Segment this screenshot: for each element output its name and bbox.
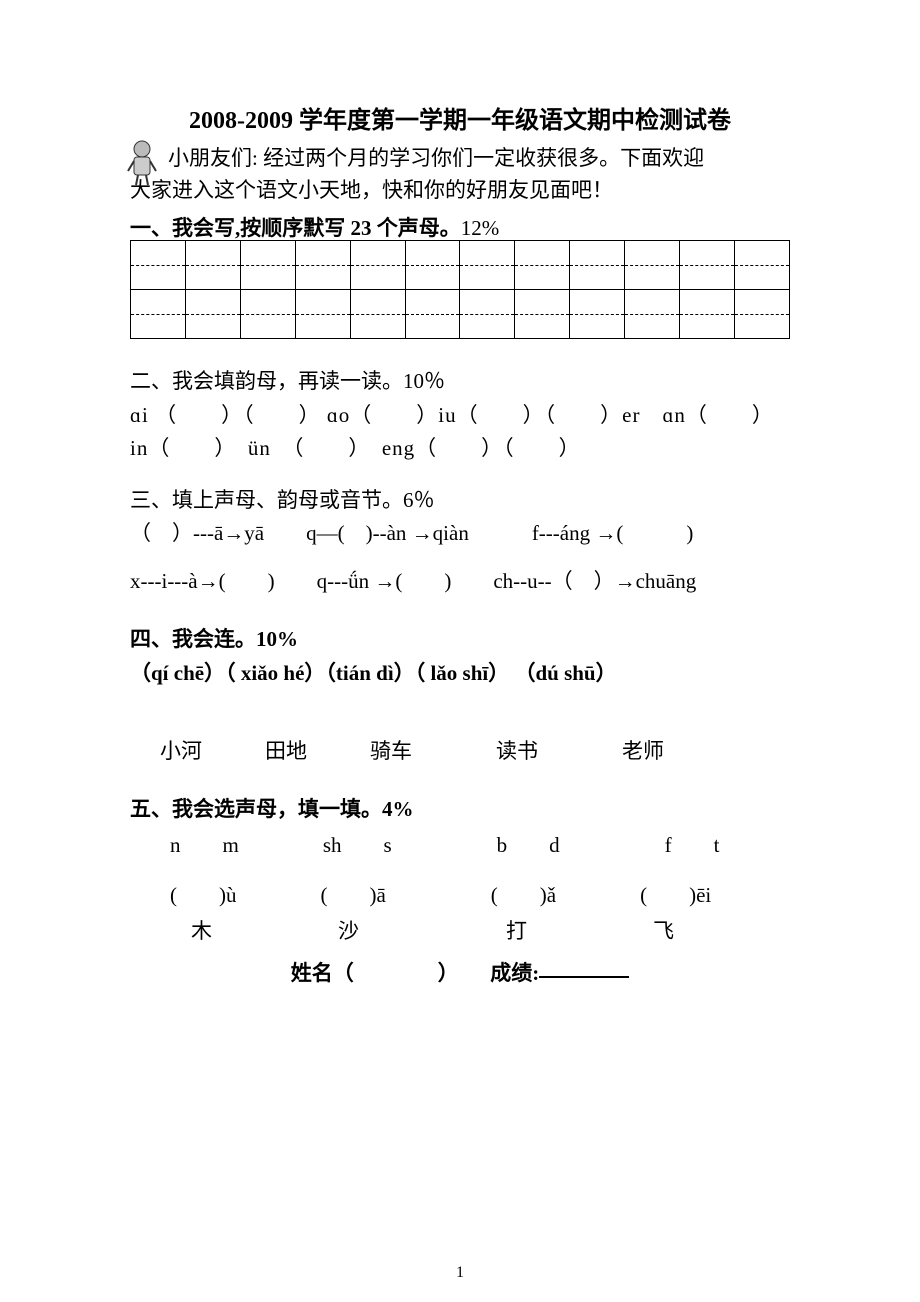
intro-line-2: 大家进入这个语文小天地，快和你的好朋友见面吧！: [130, 175, 790, 207]
grid-cell[interactable]: [240, 290, 295, 339]
grid-cell[interactable]: [734, 290, 789, 339]
grid-cell[interactable]: [405, 241, 460, 290]
intro-block: 小朋友们: 经过两个月的学习你们一定收获很多。下面欢迎 大家进入这个语文小天地，…: [130, 143, 790, 206]
exam-page: 2008-2009 学年度第一学期一年级语文期中检测试卷 小朋友们: 经过两个月…: [0, 0, 920, 1302]
q1-percent: 12%: [461, 216, 500, 240]
grid-cell[interactable]: [625, 241, 680, 290]
q3-line-1: （ ）---ā→yā q—( )--àn →qiàn f---áng →( ): [130, 517, 790, 551]
grid-cell[interactable]: [405, 290, 460, 339]
grid-cell[interactable]: [240, 241, 295, 290]
q5-row-2: ( )ù ( )ā ( )ǎ ( )ēi: [130, 879, 790, 909]
grid-cell[interactable]: [350, 290, 405, 339]
q5-row-3: 木 沙 打 飞: [130, 915, 790, 945]
grid-cell[interactable]: [570, 290, 625, 339]
grid-cell[interactable]: [185, 241, 240, 290]
q5-row-1: n m sh s b d f t: [130, 829, 790, 859]
name-score-label: 姓名（ ） 成绩:: [291, 961, 540, 985]
grid-cell[interactable]: [131, 290, 186, 339]
grid-cell[interactable]: [515, 290, 570, 339]
page-title: 2008-2009 学年度第一学期一年级语文期中检测试卷: [130, 100, 790, 135]
grid-cell[interactable]: [515, 241, 570, 290]
grid-cell[interactable]: [131, 241, 186, 290]
intro-line-1: 小朋友们: 经过两个月的学习你们一定收获很多。下面欢迎: [130, 143, 790, 175]
q4-pinyin-row: （qí chē）（ xiǎo hé）（tián dì）（ lǎo shī） （d…: [130, 657, 790, 687]
grid-cell[interactable]: [295, 290, 350, 339]
grid-cell[interactable]: [734, 241, 789, 290]
page-number: 1: [0, 1264, 920, 1282]
kid-icon: [124, 137, 162, 187]
q1-heading: 一、我会写,按顺序默写 23 个声母。12%: [130, 212, 790, 242]
q2-heading: 二、我会填韵母，再读一读。10％: [130, 365, 790, 399]
pinyin-grid: [130, 240, 790, 339]
grid-cell[interactable]: [570, 241, 625, 290]
grid-cell[interactable]: [625, 290, 680, 339]
q2-line-2: in（ ） ün （ ） eng（ ）（ ）: [130, 432, 790, 466]
grid-cell[interactable]: [680, 241, 735, 290]
grid-cell[interactable]: [680, 290, 735, 339]
score-blank[interactable]: [539, 976, 629, 978]
q4-heading: 四、我会连。10%: [130, 623, 790, 653]
q3-heading: 三、填上声母、韵母或音节。6％: [130, 484, 790, 518]
q1-heading-text: 一、我会写,按顺序默写 23 个声母。: [130, 216, 461, 240]
grid-cell[interactable]: [350, 241, 405, 290]
grid-cell[interactable]: [185, 290, 240, 339]
grid-cell[interactable]: [295, 241, 350, 290]
q5-heading: 五、我会选声母，填一填。4%: [130, 793, 790, 823]
q4-words-row: 小河 田地 骑车 读书 老师: [130, 735, 790, 765]
grid-cell[interactable]: [460, 241, 515, 290]
grid-cell[interactable]: [460, 290, 515, 339]
footer-line: 姓名（ ） 成绩:: [130, 957, 790, 987]
q2-line-1: ɑi （ ）（ ） ɑo（ ）iu（ ）（ ）er ɑn（ ）: [130, 399, 790, 433]
q3-line-2: x---i---à→( ) q---ǘn →( ) ch--u--（ ）→chu…: [130, 565, 790, 599]
